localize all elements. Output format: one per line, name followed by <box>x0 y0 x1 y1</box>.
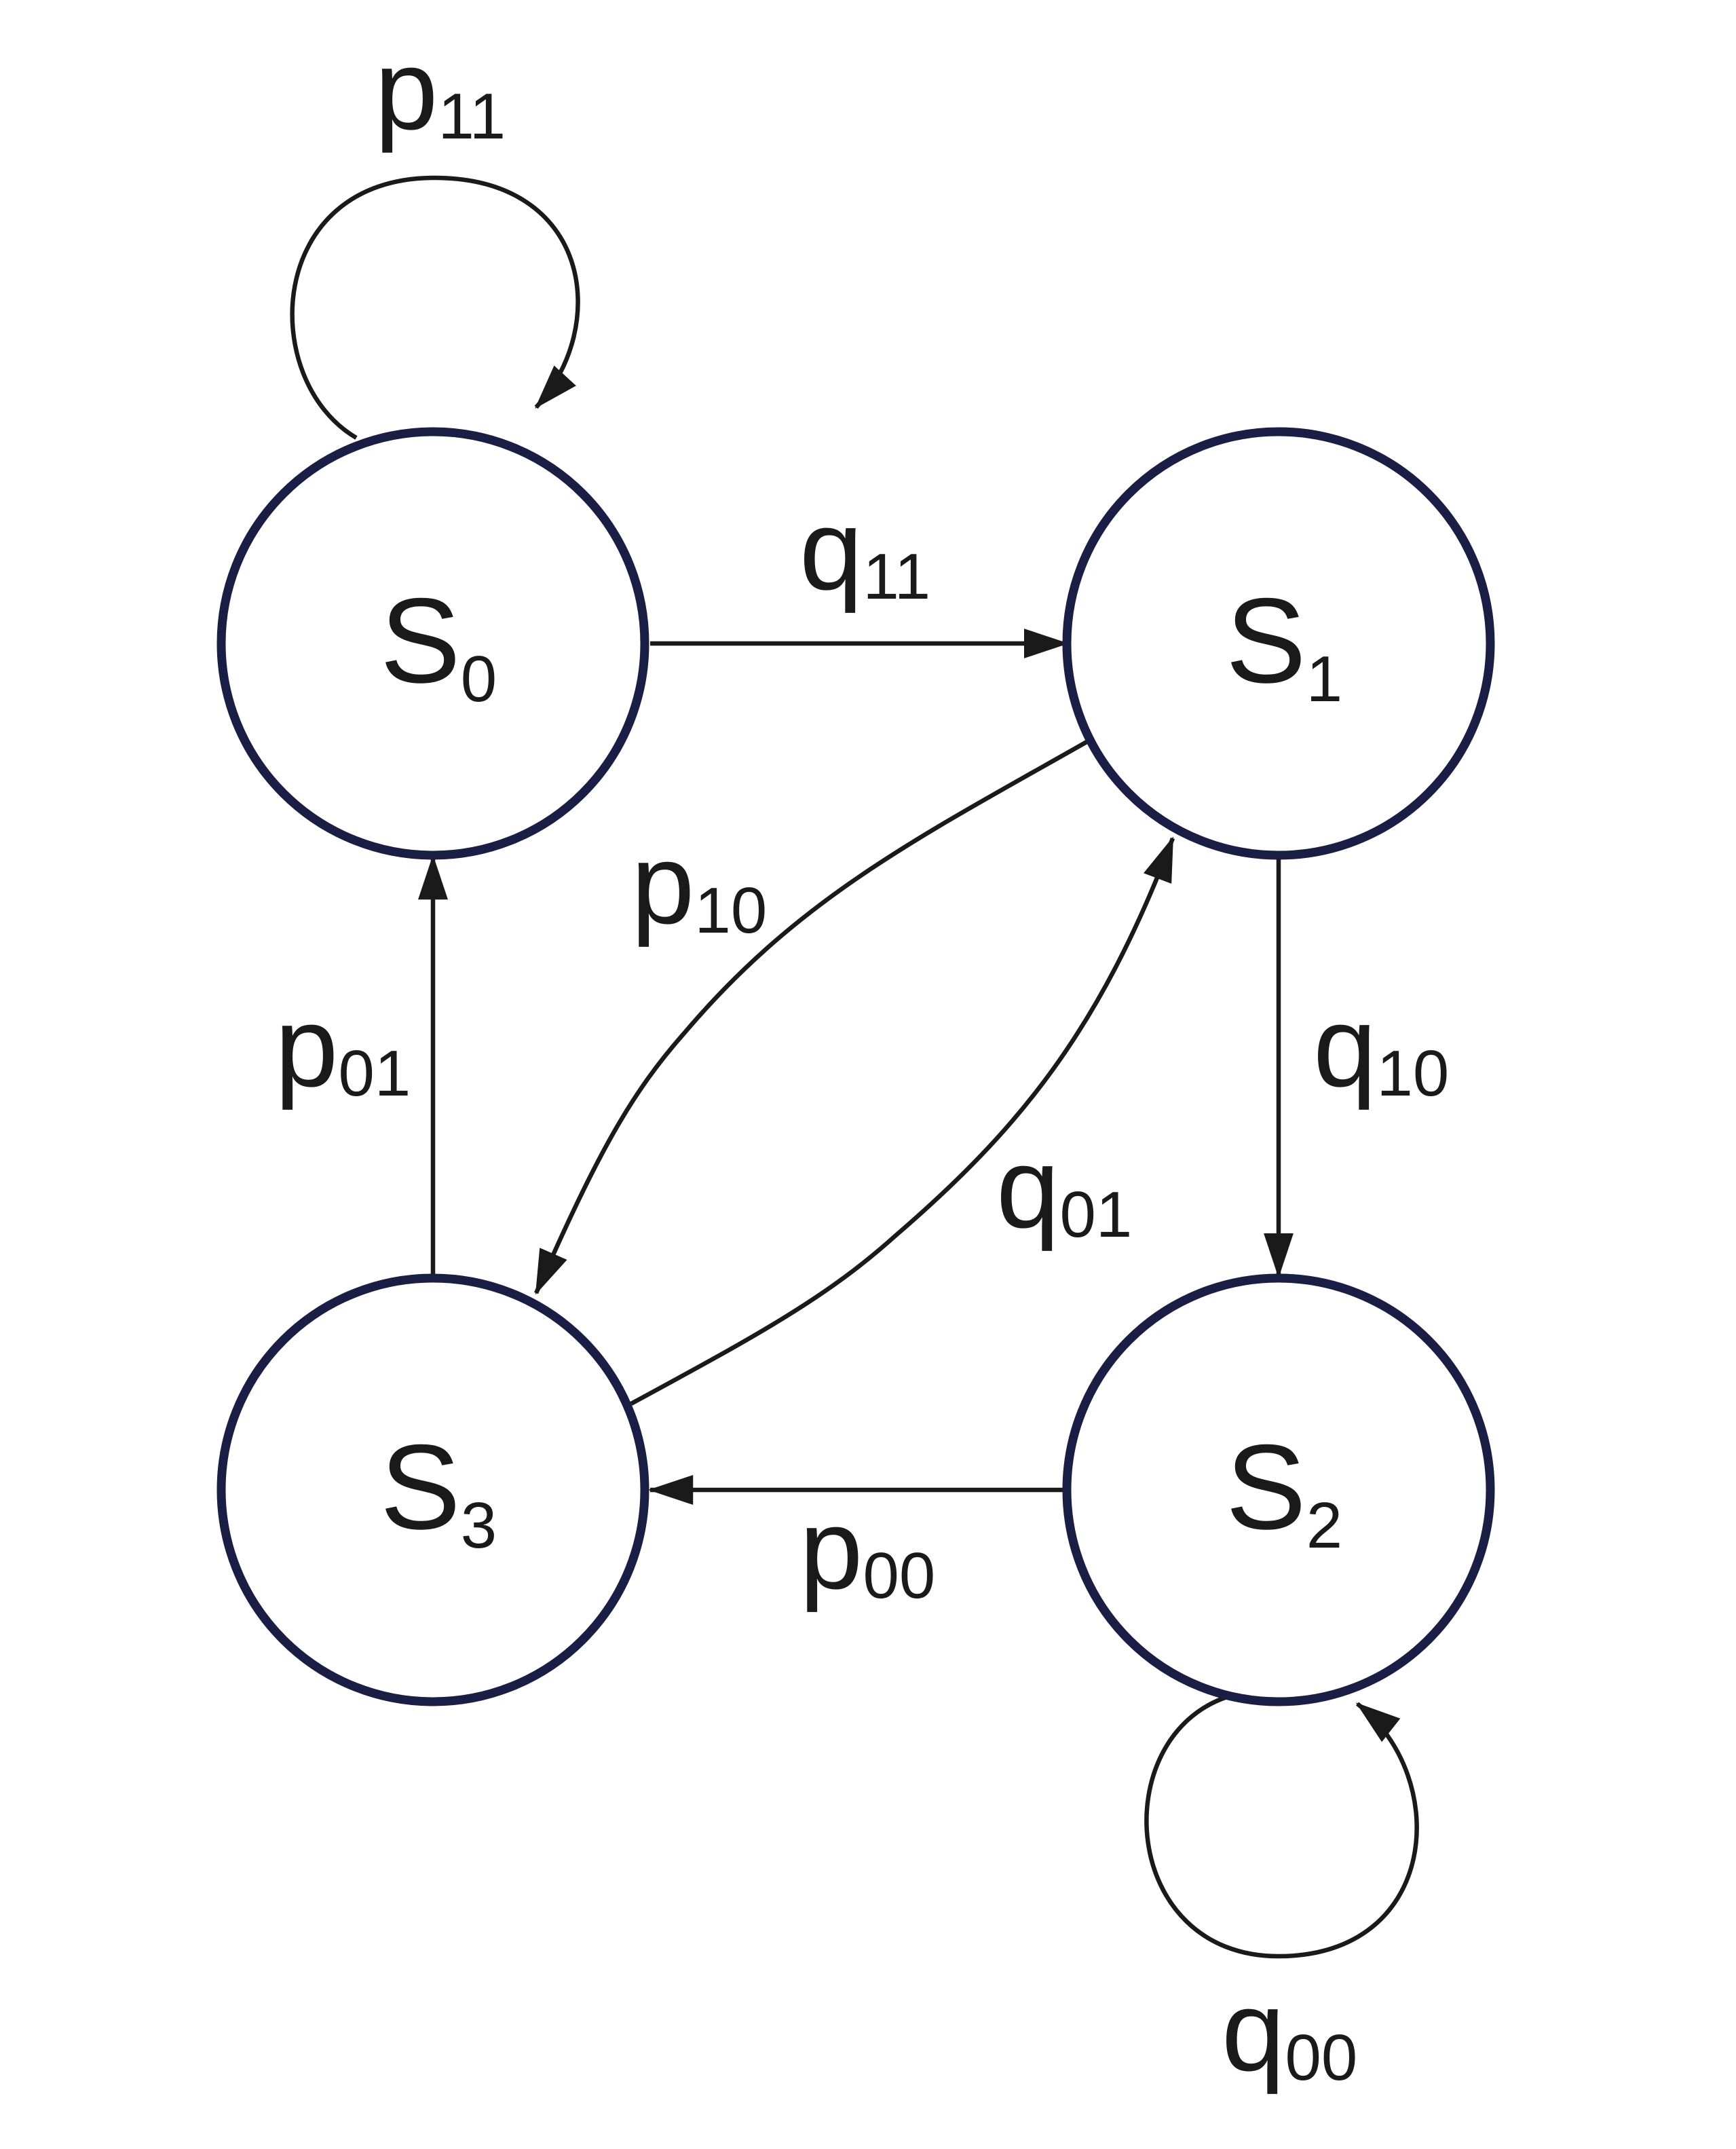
label-p10: p10 <box>631 820 767 948</box>
state-s3-label: S3 <box>380 1419 497 1562</box>
state-s2-circle <box>1062 1273 1495 1706</box>
edge-q01 <box>630 836 1175 1406</box>
edge-q00-self-loop <box>1144 1694 1419 1959</box>
state-s1: S1 <box>1062 427 1495 860</box>
state-s2: S2 <box>1062 1273 1495 1706</box>
state-s0-circle <box>216 427 649 860</box>
state-s1-circle <box>1062 427 1495 860</box>
state-s0-label: S0 <box>380 573 497 715</box>
label-q11: q11 <box>799 486 930 614</box>
state-s0: S0 <box>216 427 649 860</box>
states: S0 S1 S2 S3 <box>216 427 1495 1706</box>
edges <box>290 175 1419 1959</box>
label-q01: q01 <box>996 1124 1132 1252</box>
label-q10: q10 <box>1313 983 1449 1110</box>
state-s2-label: S2 <box>1226 1419 1342 1562</box>
label-q00: q00 <box>1222 1967 1357 2095</box>
edge-labels: p11 q11 p10 q10 p01 q01 p00 q00 <box>275 26 1449 2095</box>
edge-p10 <box>534 739 1089 1295</box>
edge-p11-self-loop <box>290 175 580 440</box>
state-s1-label: S1 <box>1226 573 1342 715</box>
label-p01: p01 <box>275 983 411 1110</box>
label-p00: p00 <box>799 1485 935 1613</box>
state-s3: S3 <box>216 1273 649 1706</box>
state-s3-circle <box>216 1273 649 1706</box>
label-p11: p11 <box>375 26 506 153</box>
